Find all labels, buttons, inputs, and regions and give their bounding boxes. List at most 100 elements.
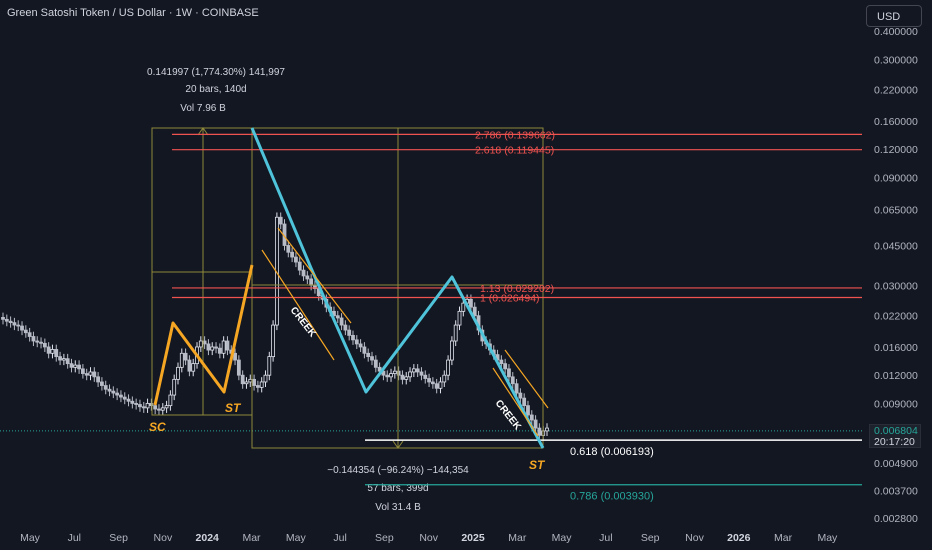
candle-down bbox=[518, 392, 523, 399]
candle-down bbox=[122, 396, 127, 400]
price-axis[interactable]: 0.400000 0.300000 0.220000 0.160000 0.120000… bbox=[874, 26, 918, 525]
y-tick-label: 0.030000 bbox=[874, 280, 918, 292]
y-tick-label: 0.022000 bbox=[874, 311, 918, 323]
candle-down bbox=[183, 352, 188, 361]
y-tick-label: 0.003700 bbox=[874, 486, 918, 498]
candle-down bbox=[278, 216, 283, 225]
candle-down bbox=[286, 245, 291, 253]
candle-down bbox=[472, 306, 477, 317]
candle-down bbox=[533, 419, 538, 429]
candle-down bbox=[138, 404, 142, 408]
x-tick-label: May bbox=[286, 532, 307, 544]
candle-down bbox=[31, 336, 36, 342]
measure-up-volume: Vol 7.96 B bbox=[180, 103, 226, 114]
candle-down bbox=[309, 278, 314, 286]
fib-level-label: 0.786 (0.003930) bbox=[570, 491, 654, 503]
candle-up bbox=[88, 371, 93, 376]
candle-down bbox=[522, 397, 527, 407]
candle-down bbox=[134, 403, 139, 405]
candle-up bbox=[191, 363, 196, 372]
x-tick-label: 2025 bbox=[461, 532, 485, 544]
candle-down bbox=[157, 408, 161, 411]
y-tick-label: 0.009000 bbox=[874, 398, 918, 410]
measure-down-volume: Vol 31.4 B bbox=[375, 502, 421, 513]
x-tick-label: May bbox=[817, 532, 838, 544]
x-tick-label: 2026 bbox=[727, 532, 751, 544]
candle-up bbox=[404, 376, 409, 380]
time-axis[interactable]: May Jul Sep Nov 2024 Mar May Jul Sep Nov 2025 Mar Ma… bbox=[20, 532, 838, 544]
measure-down-change: −0.144354 (−96.24%) −144,354 bbox=[327, 465, 469, 476]
candle-down bbox=[301, 269, 306, 277]
candle-up bbox=[392, 370, 397, 374]
measure-arrow-down-head bbox=[392, 440, 404, 449]
symbol-title[interactable]: Green Satoshi Token / US Dollar · 1W · C… bbox=[7, 7, 259, 19]
candle-down bbox=[92, 371, 97, 378]
candle-up bbox=[271, 324, 275, 358]
candle-down bbox=[529, 414, 534, 421]
candle-down bbox=[27, 332, 32, 337]
candle-up bbox=[545, 427, 549, 432]
creek-label: CREEK bbox=[288, 305, 319, 340]
candle-down bbox=[65, 358, 70, 365]
y-tick-label: 0.012000 bbox=[874, 370, 918, 382]
candle-down bbox=[217, 347, 222, 354]
candle-up bbox=[453, 324, 458, 342]
candle-down bbox=[510, 376, 515, 385]
candle-up bbox=[73, 364, 78, 368]
candle-down bbox=[366, 352, 371, 358]
candle-down bbox=[499, 359, 504, 365]
candle-down bbox=[290, 251, 295, 258]
candle-down bbox=[153, 405, 158, 410]
x-tick-label: Mar bbox=[242, 532, 261, 544]
x-tick-label: May bbox=[20, 532, 41, 544]
candle-down bbox=[351, 334, 355, 341]
candle-down bbox=[236, 359, 241, 376]
candle-down bbox=[107, 388, 112, 392]
candle-down bbox=[77, 364, 81, 370]
candle-down bbox=[42, 342, 47, 348]
candle-up bbox=[411, 368, 416, 373]
candle-up bbox=[210, 346, 215, 351]
creek-line-lower bbox=[261, 249, 335, 361]
currency-button[interactable]: USD bbox=[866, 5, 922, 27]
y-tick-label: 0.016000 bbox=[874, 342, 918, 354]
candle-down bbox=[385, 374, 390, 378]
candle-down bbox=[141, 406, 146, 409]
candle-down bbox=[252, 378, 256, 386]
candle-down bbox=[526, 405, 530, 416]
candle-down bbox=[415, 368, 420, 373]
candle-down bbox=[434, 383, 439, 389]
y-tick-label: 0.045000 bbox=[874, 240, 918, 252]
candle-up bbox=[389, 373, 393, 378]
wyckoff-cyan-path bbox=[250, 127, 545, 449]
y-tick-label: 0.400000 bbox=[874, 26, 918, 38]
candle-down bbox=[343, 324, 348, 331]
creek-line-lower bbox=[492, 367, 539, 437]
candle-down bbox=[202, 340, 207, 345]
measure-down-bars: 57 bars, 399d bbox=[367, 483, 428, 494]
y-tick-label: 0.065000 bbox=[874, 204, 918, 216]
marker-st: ST bbox=[529, 458, 546, 472]
candle-down bbox=[84, 373, 89, 376]
candle-down bbox=[12, 322, 17, 326]
candle-down bbox=[126, 398, 131, 402]
candle-down bbox=[430, 381, 435, 385]
fib-level-label: 0.618 (0.006193) bbox=[570, 446, 654, 458]
y-tick-label: 0.004900 bbox=[874, 458, 918, 470]
x-tick-label: Nov bbox=[685, 532, 704, 544]
candle-up bbox=[248, 378, 253, 383]
candle-down bbox=[423, 374, 428, 379]
candle-down bbox=[400, 374, 405, 380]
candle-down bbox=[469, 298, 473, 308]
candle-up bbox=[168, 394, 173, 407]
candle-down bbox=[339, 317, 344, 326]
candle-down bbox=[80, 368, 85, 374]
candle-up bbox=[172, 378, 177, 396]
x-tick-label: Jul bbox=[599, 532, 612, 544]
candle-down bbox=[39, 341, 43, 344]
fib-level-label: 2.618 (0.119445) bbox=[475, 145, 554, 157]
fib-level-label: 2.786 (0.139662) bbox=[475, 129, 555, 141]
bar-countdown: 20:17:20 bbox=[874, 436, 915, 448]
candle-down bbox=[377, 366, 382, 372]
